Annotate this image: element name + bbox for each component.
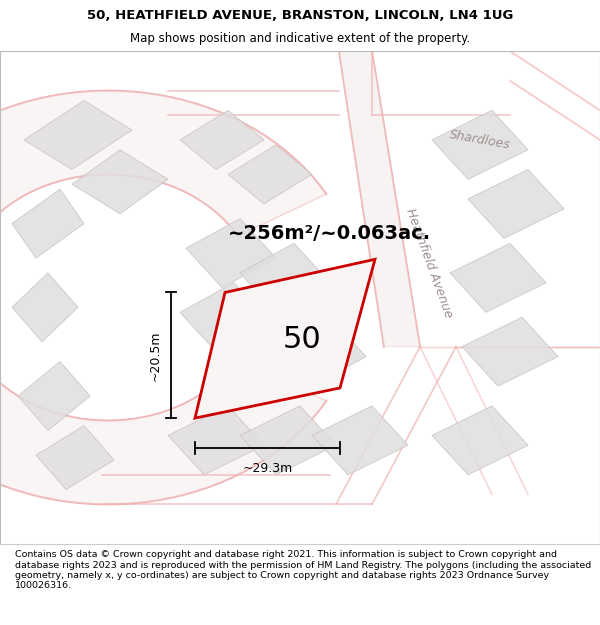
Text: Map shows position and indicative extent of the property.: Map shows position and indicative extent… [130, 32, 470, 45]
Polygon shape [0, 91, 326, 504]
Text: 50, HEATHFIELD AVENUE, BRANSTON, LINCOLN, LN4 1UG: 50, HEATHFIELD AVENUE, BRANSTON, LINCOLN… [87, 9, 513, 22]
Polygon shape [36, 426, 114, 489]
Polygon shape [432, 406, 528, 475]
Polygon shape [240, 243, 330, 312]
Polygon shape [24, 101, 132, 169]
Polygon shape [462, 318, 558, 386]
Polygon shape [450, 243, 546, 312]
Text: ~256m²/~0.063ac.: ~256m²/~0.063ac. [228, 224, 431, 243]
Polygon shape [432, 111, 528, 179]
Polygon shape [312, 406, 408, 475]
Polygon shape [339, 51, 420, 347]
Polygon shape [276, 318, 366, 386]
Text: ~20.5m: ~20.5m [149, 330, 162, 381]
Polygon shape [12, 273, 78, 342]
Polygon shape [240, 406, 336, 475]
Polygon shape [168, 406, 264, 475]
Text: Heathfield Avenue: Heathfield Avenue [403, 206, 455, 319]
Polygon shape [186, 219, 276, 288]
Polygon shape [12, 189, 84, 258]
Text: ~29.3m: ~29.3m [242, 462, 293, 476]
Polygon shape [228, 145, 312, 204]
Polygon shape [180, 282, 270, 352]
Text: Shardloes: Shardloes [448, 128, 512, 152]
Polygon shape [180, 111, 264, 169]
Polygon shape [18, 361, 90, 431]
Polygon shape [468, 169, 564, 238]
Polygon shape [72, 150, 168, 214]
Text: 50: 50 [283, 325, 321, 354]
Polygon shape [195, 259, 375, 418]
Text: Contains OS data © Crown copyright and database right 2021. This information is : Contains OS data © Crown copyright and d… [15, 550, 591, 591]
